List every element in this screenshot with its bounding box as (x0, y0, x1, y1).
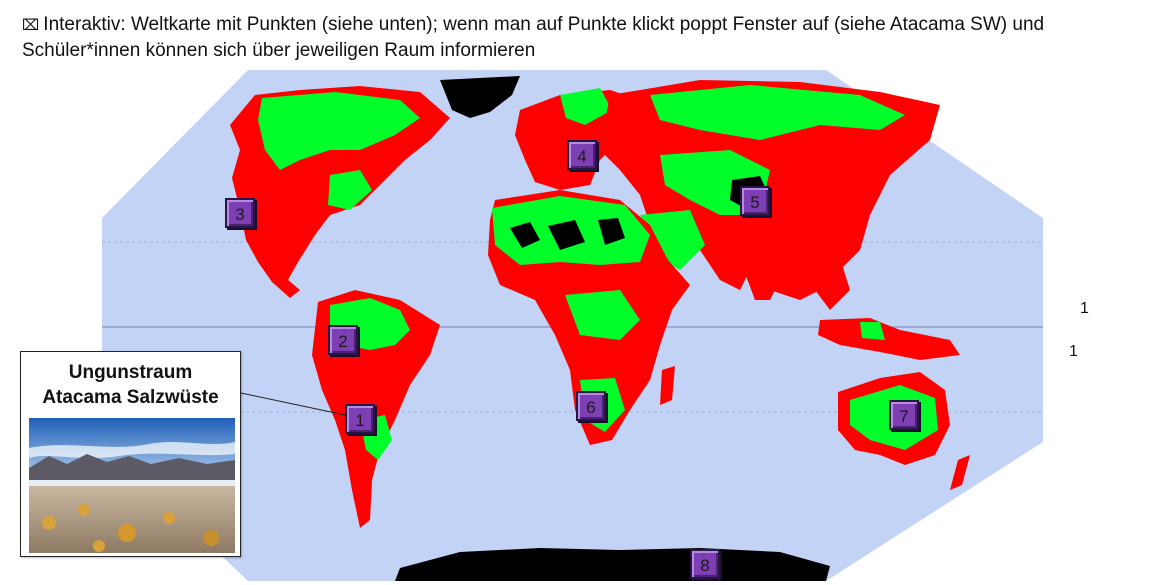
madagascar (660, 366, 675, 405)
map-marker-3[interactable]: 3 (225, 198, 255, 228)
north-america-green-east (328, 170, 372, 210)
map-marker-4[interactable]: 4 (567, 140, 597, 170)
sahara-black-1 (510, 222, 540, 248)
southeast-asia (810, 258, 850, 310)
map-marker-7[interactable]: 7 (889, 400, 919, 430)
map-marker-1[interactable]: 1 (345, 404, 375, 434)
map-marker-2[interactable]: 2 (328, 325, 358, 355)
indonesia-green (860, 322, 885, 340)
sahara-black-3 (598, 218, 625, 245)
scandinavia-green (560, 88, 612, 125)
checkbox-icon: ⌧ (22, 16, 40, 34)
popup-title-line-2: Atacama Salzwüste (42, 387, 219, 408)
greenland (440, 76, 520, 118)
asia (600, 80, 940, 300)
north-america-green (258, 92, 420, 170)
map-marker-5[interactable]: 5 (740, 186, 770, 216)
intro-sentence: Interaktiv: Weltkarte mit Punkten (siehe… (22, 14, 1045, 61)
indonesia (818, 318, 960, 360)
new-zealand (950, 455, 970, 490)
india (735, 232, 790, 300)
popup-title-line-1: Ungunstraum (68, 362, 193, 383)
sahara-black-2 (548, 220, 585, 250)
side-number-1: 1 (1080, 300, 1089, 317)
map-marker-8[interactable]: 8 (690, 549, 720, 579)
side-number-2: 1 (1069, 343, 1078, 360)
map-marker-6[interactable]: 6 (576, 391, 606, 421)
antarctica (395, 548, 830, 581)
central-africa-green (565, 290, 640, 340)
siberia-green (650, 85, 905, 140)
atacama-photo (29, 418, 235, 553)
info-popup[interactable]: Ungunstraum Atacama Salzwüste (20, 351, 241, 557)
intro-text: ⌧ Interaktiv: Weltkarte mit Punkten (sieh… (22, 12, 1152, 64)
callout-line (240, 392, 346, 416)
popup-title: Ungunstraum Atacama Salzwüste (21, 360, 240, 410)
